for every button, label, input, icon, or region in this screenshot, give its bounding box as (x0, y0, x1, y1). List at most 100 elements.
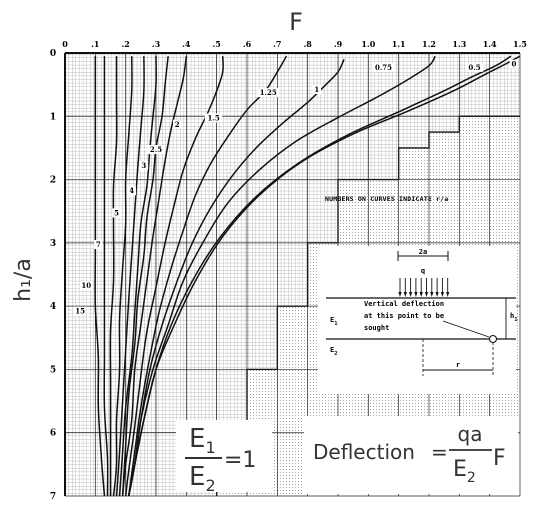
x-tick-label: .5 (212, 39, 220, 49)
x-tick-label: .6 (243, 39, 252, 49)
x-tick-label: .1 (91, 39, 99, 49)
curve-label: 0 (511, 60, 516, 69)
x-tick-label: 1.0 (361, 39, 375, 49)
x-tick-label: 1.1 (392, 39, 406, 49)
formula-left-denominator: E2 (189, 462, 216, 495)
y-tick-label: 6 (50, 429, 56, 439)
x-tick-label: 1.2 (422, 39, 436, 49)
curve-label: 1.5 (208, 113, 220, 122)
curve-2.5 (121, 56, 169, 496)
curve-label-backdrop (112, 208, 121, 218)
curve-3 (118, 56, 157, 496)
x-tick-label: .8 (303, 39, 312, 49)
load-arrow-head (435, 292, 439, 297)
formula-right-eq: = (431, 440, 448, 464)
h1-dim-label: h1 (510, 312, 518, 323)
load-arrow-head (446, 292, 450, 297)
deflection-text-2: at this point to be (364, 312, 444, 320)
curve-0.5 (127, 55, 512, 496)
inset-backdrop (318, 246, 516, 394)
curve-label-backdrop (312, 84, 322, 94)
layer-e1-label: E1 (330, 316, 338, 327)
formula-left-rhs: =1 (224, 448, 256, 473)
y-tick-labels: 0 1 2 3 4 5 6 7 (50, 49, 56, 502)
pointer-line (442, 320, 490, 338)
curve-label-backdrop (257, 88, 280, 98)
x-tick-label: 1.3 (452, 39, 466, 49)
curve-label-backdrop (372, 62, 395, 72)
fine-grid-region (65, 53, 520, 496)
curve-1 (127, 59, 345, 496)
y-tick-label: 7 (50, 492, 56, 502)
curve-label: 10 (81, 281, 91, 290)
x-tick-label: 1.5 (513, 39, 527, 49)
curve-label: 3 (141, 161, 146, 170)
curve-label: 0.75 (375, 63, 392, 72)
x-tick-labels: 0 .1 .2 .3 .4 .5 .6 .7 .8 .9 1.0 1.1 1.2 1.3 1.4 1.5 (62, 39, 527, 49)
curve-label-backdrop (94, 240, 103, 250)
curve-label-backdrop (204, 113, 223, 123)
load-width-label: 2a (419, 248, 427, 256)
x-tick-label: 1.4 (483, 39, 497, 49)
curve-label: 7 (96, 240, 101, 249)
x-tick-label: .7 (273, 39, 281, 49)
x-tick-label: .3 (152, 39, 161, 49)
formula-right-lhs: Deflection (313, 440, 415, 464)
curve-label: 4 (129, 186, 134, 195)
y-axis-title: h₁/a (11, 258, 36, 302)
load-arrow-head (403, 292, 407, 297)
formula-right-backdrop (304, 416, 518, 494)
deflection-formula: Deflection = qa E2 F (304, 416, 518, 494)
curve-label: 15 (75, 306, 85, 315)
deflection-text-1: Vertical deflection (364, 300, 444, 308)
curve-label: 2 (175, 120, 180, 129)
curve-label-backdrop (172, 119, 182, 129)
x-tick-label: .9 (334, 39, 343, 49)
load-arrow-head (430, 292, 434, 297)
load-arrow-head (440, 292, 444, 297)
curve-label: 1.25 (260, 88, 277, 97)
layer-e2-label: E2 (330, 346, 338, 357)
load-arrows (398, 278, 450, 297)
curve-10 (103, 56, 109, 496)
curve-5 (112, 56, 133, 496)
deflection-point (488, 334, 498, 344)
curve-label: 1 (314, 85, 319, 94)
plot-frame (64, 52, 520, 496)
load-arrow-head (419, 292, 423, 297)
curve-note: NUMBERS ON CURVES INDICATE r/a (325, 195, 448, 203)
modulus-ratio-formula: E1 E2 =1 (176, 420, 272, 495)
x-axis-title: F (289, 8, 303, 36)
curve-2 (121, 56, 188, 496)
x-tick-label: .2 (121, 39, 129, 49)
deflection-text-3: sought (364, 324, 389, 332)
curve-label: 5 (114, 208, 119, 217)
formula-left-backdrop (176, 420, 272, 492)
curve-1.5 (124, 56, 224, 496)
y-tick-label: 5 (50, 365, 56, 375)
inset-diagram: 2a q Vertical deflection at this point t… (318, 246, 518, 394)
load-arrow-head (414, 292, 418, 297)
curve-label: 0.5 (468, 63, 480, 72)
formula-right-numerator: qa (458, 422, 483, 446)
curves-group (94, 55, 520, 496)
curve-4 (115, 56, 145, 496)
curve-label: 2.5 (150, 145, 162, 154)
y-tick-label: 3 (50, 239, 56, 249)
load-arrow-head (424, 292, 429, 297)
curve-label-backdrop (127, 186, 136, 196)
y-tick-label: 4 (50, 302, 56, 312)
y-tick-label: 0 (50, 49, 56, 59)
y-tick-label: 2 (50, 176, 56, 186)
r-dim-label: r (456, 361, 460, 369)
x-tick-label: .4 (182, 39, 191, 49)
curve-15 (94, 56, 106, 496)
load-arrow-head (409, 292, 413, 297)
curve-label-backdrop (73, 306, 87, 316)
curve-label-backdrop (465, 62, 484, 72)
formula-right-f: F (493, 446, 506, 471)
formula-right-denominator: E2 (453, 457, 476, 486)
curve-7 (109, 56, 118, 496)
curve-label-backdrop (79, 281, 93, 291)
